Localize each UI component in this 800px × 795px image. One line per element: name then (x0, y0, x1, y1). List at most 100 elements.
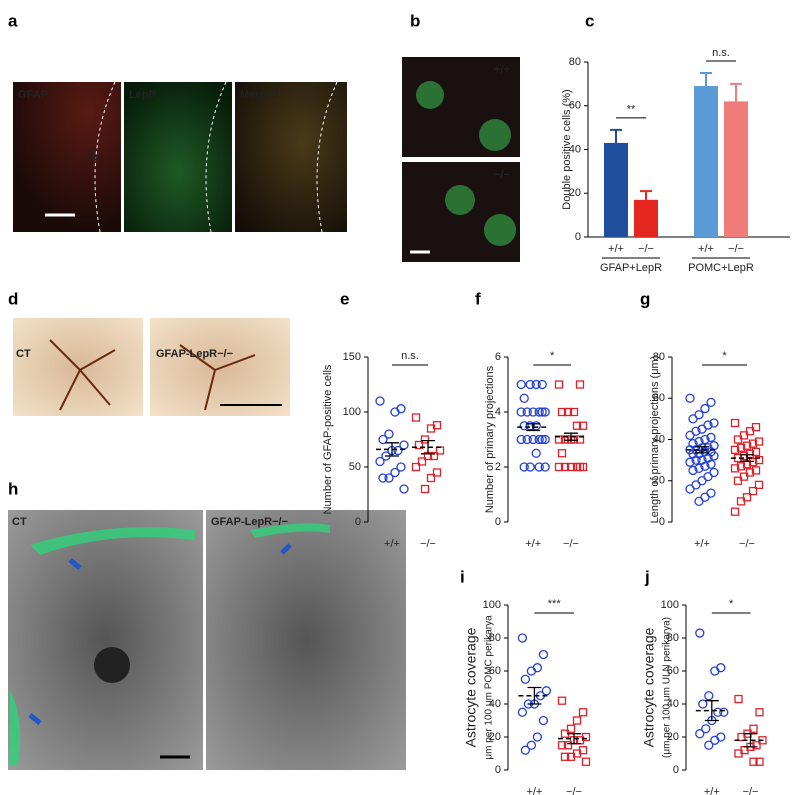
point (706, 459, 716, 469)
error-bar (640, 190, 652, 200)
y-tick-label: 60 (667, 665, 679, 677)
point (417, 457, 427, 466)
cell (479, 119, 511, 151)
point (516, 379, 526, 390)
panel-letter: e (340, 289, 349, 308)
panel-letter: c (585, 11, 594, 30)
chart: 0 50 100 150 Number of GFAP-positive cells +/… (322, 350, 445, 550)
point (563, 407, 573, 417)
y-tick-label: 40 (569, 143, 581, 155)
cell (445, 185, 475, 215)
point (685, 457, 695, 467)
point (516, 434, 526, 445)
point (534, 434, 544, 445)
image-label: LepR (129, 89, 157, 101)
point (737, 732, 746, 742)
y-tick-label: 60 (569, 100, 581, 112)
point (538, 715, 549, 726)
point (537, 434, 547, 445)
point (540, 407, 550, 417)
y-tick-label: 80 (489, 632, 501, 644)
significance: * (550, 350, 555, 362)
point (730, 418, 740, 428)
point (736, 497, 746, 506)
sem-bar (695, 446, 709, 454)
y-tick-label: 0 (495, 516, 501, 528)
point (695, 628, 705, 638)
point (704, 740, 714, 750)
point (566, 752, 576, 761)
point (420, 435, 430, 444)
x-tick-label: −/− (739, 538, 755, 550)
x-tick-label: +/+ (525, 538, 541, 550)
point (525, 421, 535, 431)
point (730, 464, 740, 473)
point (566, 462, 576, 472)
point (554, 462, 564, 472)
arrow (28, 543, 292, 725)
y-tick-label: 0 (659, 516, 665, 528)
error-bar (730, 82, 742, 102)
y-tick-label: 100 (343, 406, 361, 418)
point (572, 716, 582, 725)
point (522, 434, 532, 445)
point (528, 407, 538, 417)
point (375, 456, 385, 467)
bar (634, 199, 658, 237)
error-bar (610, 128, 622, 143)
y-tick-label: 50 (349, 461, 361, 473)
chart: 0 20 40 60 80 Double positive cells (%) +/+ −/−… (561, 47, 790, 274)
point (754, 480, 764, 490)
x-tick-label: −/− (743, 786, 759, 795)
chart: 0 20 40 60 80 100 Astrocyte coverage (μm per 10… (641, 598, 767, 795)
point (525, 462, 535, 472)
x-tick-label: −/− (420, 538, 436, 550)
point (396, 462, 406, 472)
y-tick-label: 20 (489, 731, 501, 743)
significance: n.s. (401, 350, 419, 362)
point (519, 421, 529, 431)
point (411, 413, 421, 422)
point (375, 396, 385, 406)
bar (724, 101, 748, 237)
point (531, 379, 541, 390)
point (710, 735, 720, 745)
point (719, 707, 729, 717)
image-em-ko (206, 510, 406, 770)
x-tick-label: +/+ (698, 243, 714, 255)
y-tick-label: 20 (653, 475, 665, 487)
micrographs (8, 57, 520, 770)
point (709, 451, 719, 461)
point (575, 462, 585, 472)
point (730, 445, 740, 454)
point (748, 458, 758, 467)
ventricle-outline (94, 81, 338, 233)
x-tick-label: −/− (638, 243, 654, 255)
error-bar (700, 71, 712, 87)
point (541, 686, 552, 696)
panel-letter: f (475, 289, 481, 308)
point (411, 462, 421, 472)
x-tick-label: +/+ (526, 786, 542, 795)
point (420, 484, 430, 494)
y-tick-label: 0 (575, 231, 581, 243)
y-tick-label: 100 (661, 599, 679, 611)
point (700, 461, 710, 471)
chart: 0 20 40 60 80 100 Astrocyte coverage μm per 100… (463, 598, 591, 795)
y-axis-label: Number of primary projections (484, 365, 496, 513)
point (755, 708, 764, 717)
y-tick-label: 40 (653, 433, 665, 445)
point (526, 666, 537, 676)
point (706, 432, 716, 443)
point (730, 507, 740, 516)
x-tick-label: +/+ (704, 786, 720, 795)
sem-bar (421, 439, 435, 455)
point (429, 451, 439, 461)
point (557, 741, 567, 750)
sem-bar (564, 432, 578, 441)
cell (484, 214, 516, 246)
y-tick-label: 80 (653, 351, 665, 363)
point (393, 445, 403, 456)
point (531, 421, 541, 431)
